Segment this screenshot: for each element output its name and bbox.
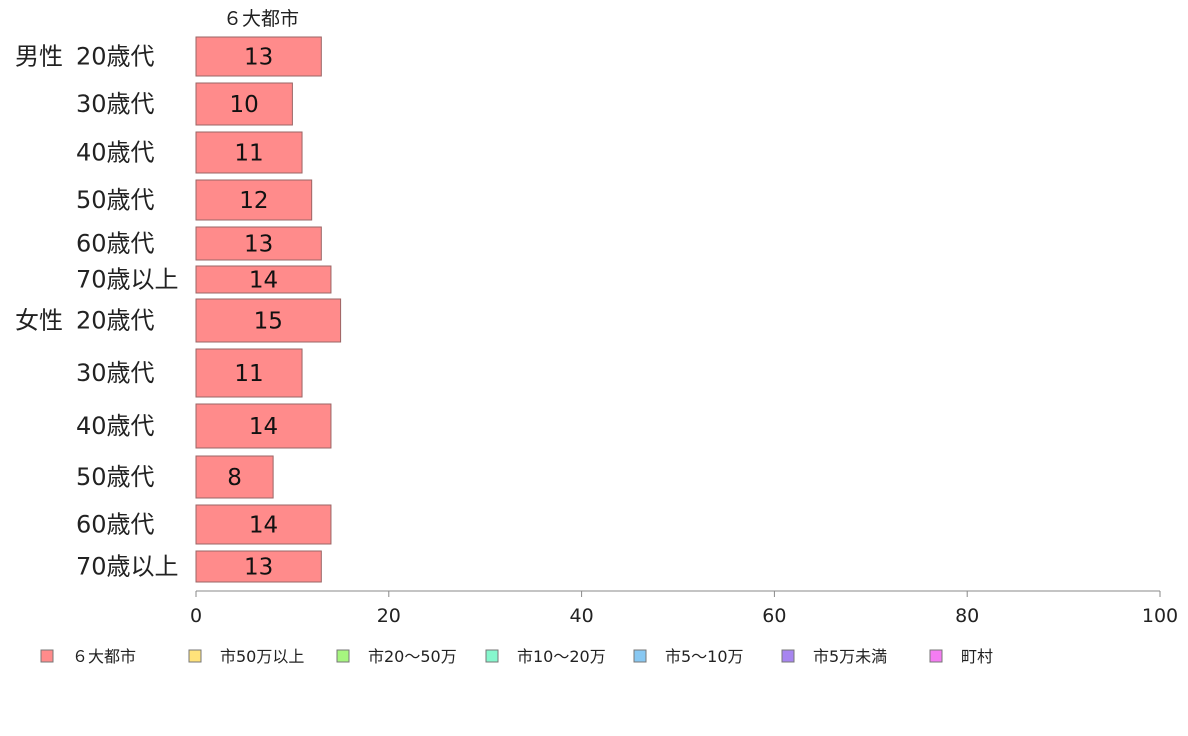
legend-label: 町村 [961,647,993,666]
legend-swatch [485,649,499,663]
x-tick-label: 20 [377,605,401,627]
bar [195,82,293,126]
bar [195,403,332,449]
legend-swatch [633,649,647,663]
row-label: 60歳代 [76,230,155,258]
bar-value-label: 13 [244,555,273,581]
bar [195,265,332,294]
row-label: 40歳代 [76,139,155,167]
group-label: 男性 [15,43,63,71]
bar [195,550,322,583]
legend-label: 市5～10万 [665,647,744,666]
bar [195,226,322,261]
legend-label: 市10～20万 [517,647,606,666]
x-axis: 0 20 40 60 80 100 [190,590,1178,627]
x-tick-label: 100 [1142,605,1178,627]
legend-label: 市20～50万 [368,647,457,666]
legend-label: 市5万未満 [813,647,887,666]
bar-value-label: 11 [234,141,263,167]
row-label: 50歳代 [76,186,155,214]
x-tick-label: 40 [570,605,594,627]
row-label: 50歳代 [76,463,155,491]
bar-value-label: 14 [249,268,278,294]
row-label: 20歳代 [76,43,155,71]
bar-value-label: 14 [249,513,278,539]
bar-value-label: 14 [249,414,278,440]
group-label: 女性 [15,307,63,335]
legend-swatch [929,649,943,663]
x-tick-label: 60 [762,605,786,627]
bar [195,36,322,77]
bar-value-label: 15 [254,309,283,335]
bars-layer: 13 10 11 12 13 14 15 11 14 8 14 13 [195,36,342,583]
row-label: 60歳代 [76,511,155,539]
bar-value-label: 11 [234,361,263,387]
legend-swatch [40,649,54,663]
row-label: 30歳代 [76,90,155,118]
legend-swatch [781,649,795,663]
bar [195,348,303,398]
row-label: 20歳代 [76,307,155,335]
bar [195,298,342,343]
row-label: 30歳代 [76,359,155,387]
bar-value-label: 13 [244,45,273,71]
bar [195,504,332,545]
legend-label: ６大都市 [72,647,136,666]
column-header: ６大都市 [223,8,299,30]
x-tick-label: 80 [955,605,979,627]
x-tick-label: 0 [190,605,202,627]
bar-value-label: 12 [239,188,268,214]
row-label: 40歳代 [76,412,155,440]
row-label: 70歳以上 [76,553,179,581]
bar-value-label: 10 [230,92,259,118]
legend-swatch [188,649,202,663]
row-label: 70歳以上 [76,266,179,294]
bar [195,455,274,499]
bar-value-label: 8 [227,465,242,491]
bar [195,179,313,221]
legend-swatch [336,649,350,663]
legend-label: 市50万以上 [220,647,304,666]
bar [195,131,303,174]
bar-value-label: 13 [244,232,273,258]
legend: ６大都市 市50万以上 市20～50万 市10～20万 市5～10万 市5万未満 町村 [40,647,993,666]
